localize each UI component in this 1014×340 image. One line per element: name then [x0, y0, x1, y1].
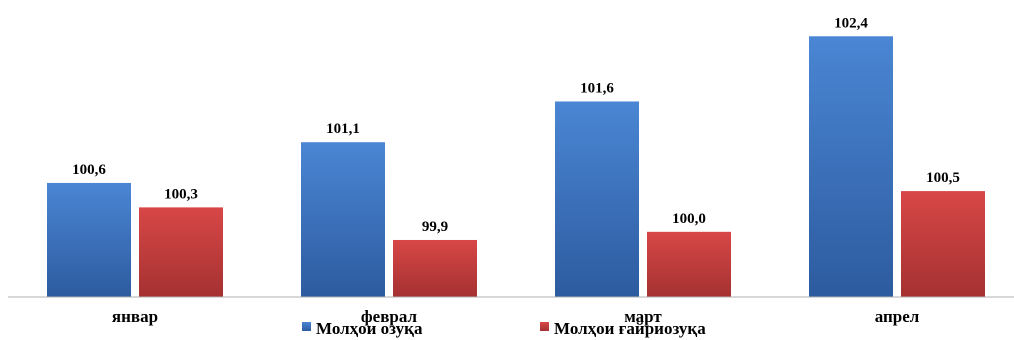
data-label-series-1-январ: 100,6	[72, 162, 106, 178]
legend-label-series-2: Молҳои ғайриозуқа	[554, 319, 706, 338]
x-tick-label-апрел: апрел	[875, 307, 920, 326]
bar-series-2-март	[647, 231, 731, 297]
legend-swatch-series-2	[540, 322, 549, 331]
data-label-series-2-апрел: 100,5	[926, 170, 960, 186]
bar-series-2-апрел	[901, 191, 985, 297]
bar-series-2-феврал	[393, 239, 477, 297]
data-label-series-2-март: 100,0	[672, 211, 706, 227]
bar-series-1-феврал	[301, 142, 385, 297]
x-tick-label-феврал: феврал	[361, 307, 418, 326]
legend: Молҳои озуқа Молҳои ғайриозуқа	[302, 319, 706, 338]
bar-series-1-апрел	[809, 36, 893, 297]
data-labels-group: 100,6 100,3 101,1 99,9 101,6 100,0 102,4 100,5	[72, 15, 960, 235]
bar-series-1-январ	[47, 182, 131, 297]
bars-group	[47, 36, 985, 298]
x-tick-label-январ: январ	[112, 307, 158, 326]
data-label-series-2-феврал: 99,9	[422, 219, 448, 235]
legend-swatch-series-1	[302, 322, 311, 331]
x-tick-labels-group: январ феврал март апрел	[112, 307, 920, 326]
legend-label-series-1: Молҳои озуқа	[316, 319, 423, 338]
x-tick-label-март: март	[624, 307, 662, 326]
data-label-series-2-январ: 100,3	[164, 186, 198, 202]
bar-series-2-январ	[139, 207, 223, 297]
data-label-series-1-феврал: 101,1	[326, 121, 360, 137]
data-label-series-1-апрел: 102,4	[834, 15, 868, 31]
bar-series-1-март	[555, 101, 639, 298]
data-label-series-1-март: 101,6	[580, 80, 614, 96]
